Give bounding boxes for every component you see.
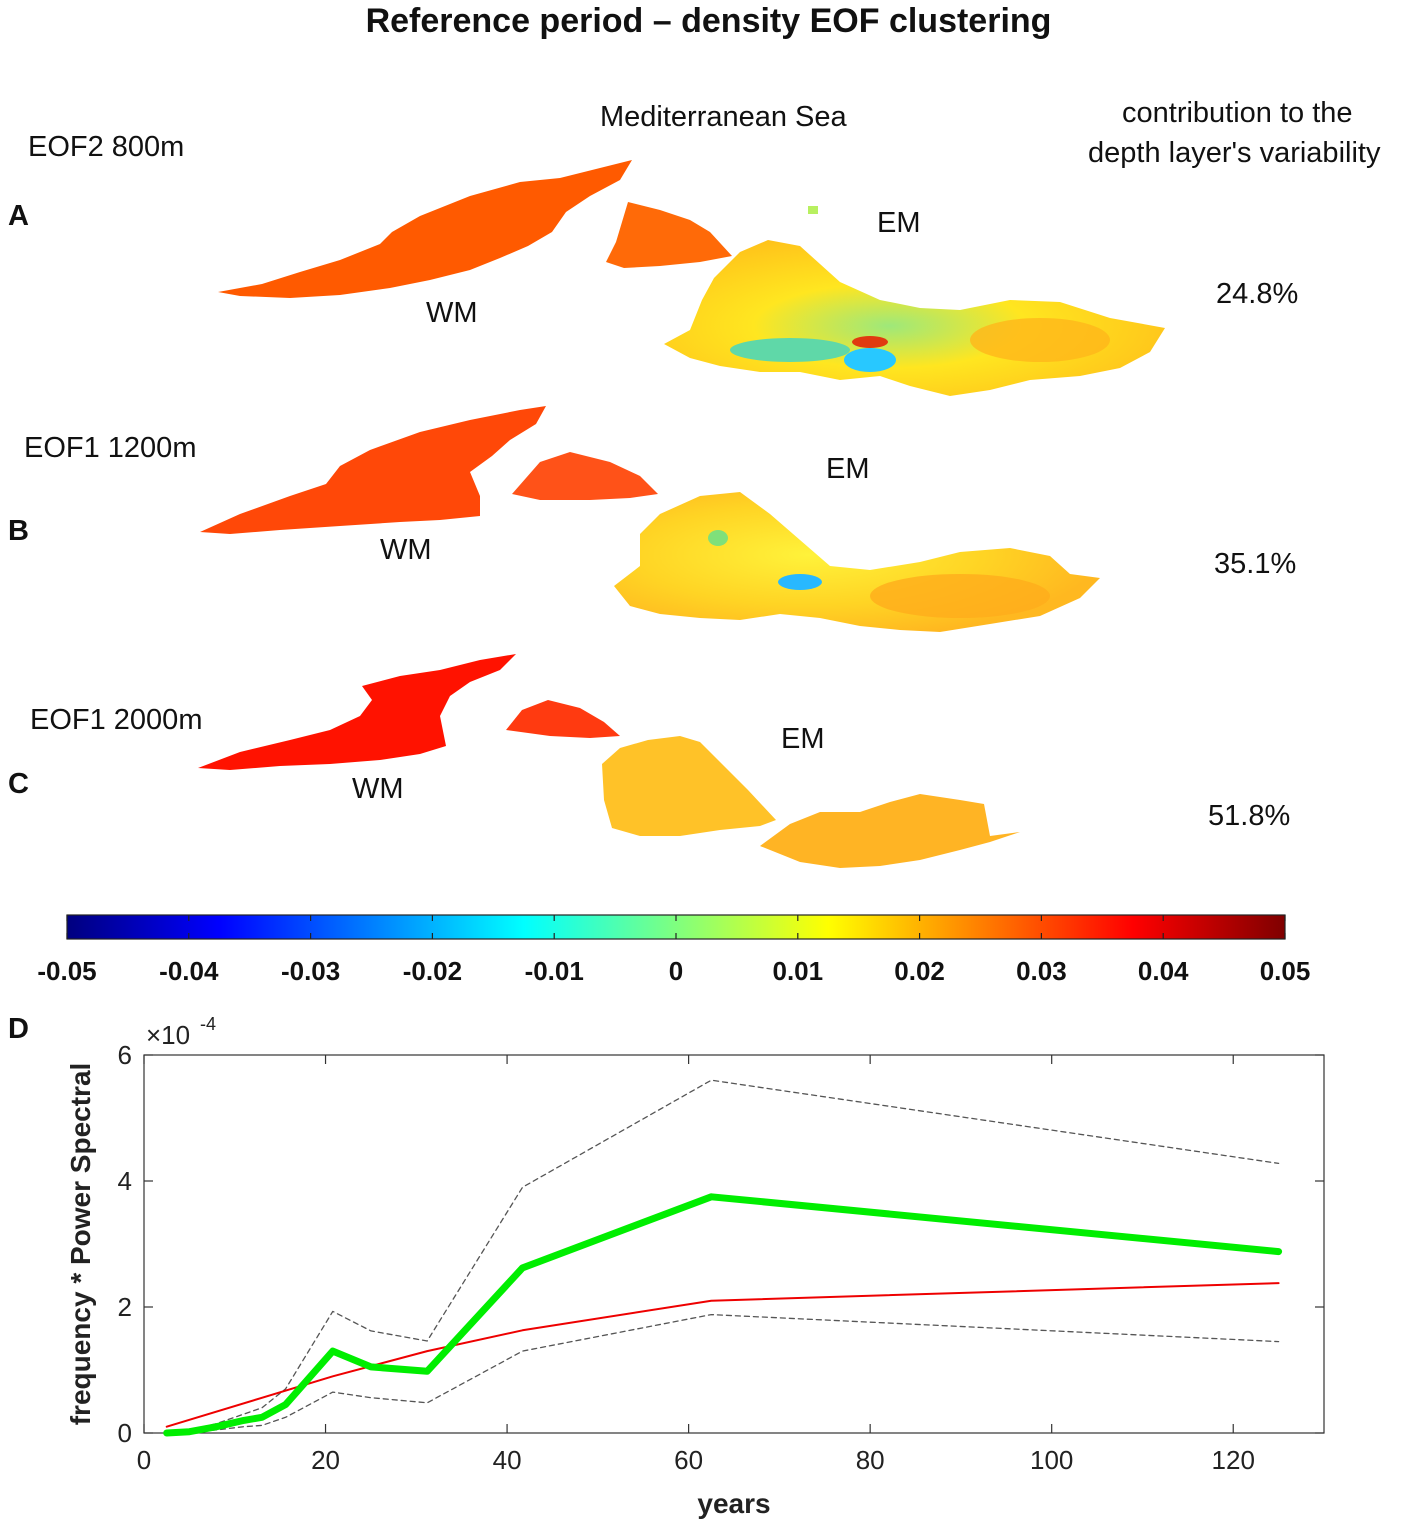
y-exponent-base: ×10 xyxy=(146,1020,190,1050)
y-axis-label: frequency * Power Spectral xyxy=(65,1063,96,1426)
panel-b-green-anomaly xyxy=(708,530,728,546)
x-tick-label: 20 xyxy=(311,1445,340,1475)
panel-a-map xyxy=(218,160,1165,396)
x-tick-label: 100 xyxy=(1030,1445,1073,1475)
panel-b-eastern-basin xyxy=(614,492,1100,632)
contribution-header-line1: contribution to the xyxy=(1122,97,1353,129)
panel-b-western-basin xyxy=(200,406,546,534)
colorbar-tick-label: 0.02 xyxy=(894,956,945,986)
panel-b-map xyxy=(200,406,1100,632)
panel-b-contribution: 35.1% xyxy=(1214,548,1297,580)
series-line-upper-confidence xyxy=(166,1079,1280,1433)
colorbar-tick-label: -0.01 xyxy=(525,956,584,986)
colorbar-tick-label: 0.01 xyxy=(772,956,823,986)
y-exponent-power: -4 xyxy=(200,1014,216,1034)
panel-b-wm-label: WM xyxy=(380,534,432,566)
x-tick-label: 80 xyxy=(856,1445,885,1475)
panel-a-wm-label: WM xyxy=(426,297,478,329)
contribution-header-line2: depth layer's variability xyxy=(1088,137,1381,169)
colorbar-tick-label: -0.05 xyxy=(37,956,96,986)
colorbar: -0.05 -0.04 -0.03 -0.02 -0.01 0 0.01 0.02 0.03 0.… xyxy=(37,914,1311,986)
panel-c-eastern-basin-east xyxy=(760,794,1020,868)
colorbar-tick-label: 0 xyxy=(669,956,683,986)
panel-b-em-label: EM xyxy=(826,453,870,485)
colorbar-tick-label: 0.03 xyxy=(1016,956,1067,986)
spectrum-chart: 0 20 40 60 80 100 120 0 2 4 6 ×10 -4 years frequen… xyxy=(65,1014,1325,1519)
panel-a-warm-anomaly xyxy=(852,336,888,348)
panel-b-orange-patch xyxy=(870,574,1050,618)
panel-b-letter: B xyxy=(8,515,29,547)
colorbar-tick-label: 0.04 xyxy=(1138,956,1189,986)
panel-a-orange-patch xyxy=(970,318,1110,362)
panel-a-eastern-basin xyxy=(664,240,1165,396)
panel-a-em-label: EM xyxy=(877,207,921,239)
colorbar-tick-label: -0.03 xyxy=(281,956,340,986)
chart-axes-box xyxy=(143,1054,1325,1434)
x-tick-label: 0 xyxy=(137,1445,151,1475)
panel-c-tyrrhenian xyxy=(506,700,620,738)
panel-c-contribution: 51.8% xyxy=(1208,800,1291,832)
colorbar-tick-label: -0.04 xyxy=(159,956,219,986)
panel-b-cyan-anomaly xyxy=(778,574,822,590)
region-label: Mediterranean Sea xyxy=(600,101,847,133)
panel-a-eof-label: EOF2 800m xyxy=(28,131,185,163)
panel-a-western-basin xyxy=(218,160,632,298)
x-tick-label: 40 xyxy=(493,1445,522,1475)
panel-b-eof-label: EOF1 1200m xyxy=(24,432,197,464)
y-tick-label: 0 xyxy=(118,1418,132,1448)
panel-d-letter: D xyxy=(8,1013,29,1045)
eof-maps xyxy=(198,160,1165,868)
panel-c-western-basin xyxy=(198,654,516,770)
panel-a-letter: A xyxy=(8,200,29,232)
panel-a-contribution: 24.8% xyxy=(1216,278,1299,310)
x-axis-label: years xyxy=(697,1488,770,1519)
colorbar-tick-label: -0.02 xyxy=(403,956,462,986)
panel-c-letter: C xyxy=(8,768,29,800)
panel-a-cyan-anomaly xyxy=(844,348,896,372)
panel-a-cool-anomaly xyxy=(730,338,850,362)
series-line-spectrum xyxy=(163,1193,1283,1437)
y-tick-label: 6 xyxy=(118,1040,132,1070)
y-tick-label: 4 xyxy=(118,1166,132,1196)
y-tick-label: 2 xyxy=(118,1292,132,1322)
colorbar-tick-label: 0.05 xyxy=(1260,956,1311,986)
x-tick-label: 120 xyxy=(1212,1445,1255,1475)
figure-title: Reference period – density EOF clusterin… xyxy=(365,2,1052,40)
panel-c-wm-label: WM xyxy=(352,773,404,805)
panel-c-em-label: EM xyxy=(781,723,825,755)
panel-a-islet xyxy=(808,206,818,214)
panel-a-tyrrhenian xyxy=(606,202,732,268)
panel-c-eof-label: EOF1 2000m xyxy=(30,704,203,736)
panel-c-map xyxy=(198,654,1020,868)
series-line-lower-confidence xyxy=(166,1313,1280,1434)
panel-c-eastern-basin-west xyxy=(602,736,776,836)
panel-b-tyrrhenian xyxy=(512,452,658,500)
x-tick-label: 60 xyxy=(674,1445,703,1475)
